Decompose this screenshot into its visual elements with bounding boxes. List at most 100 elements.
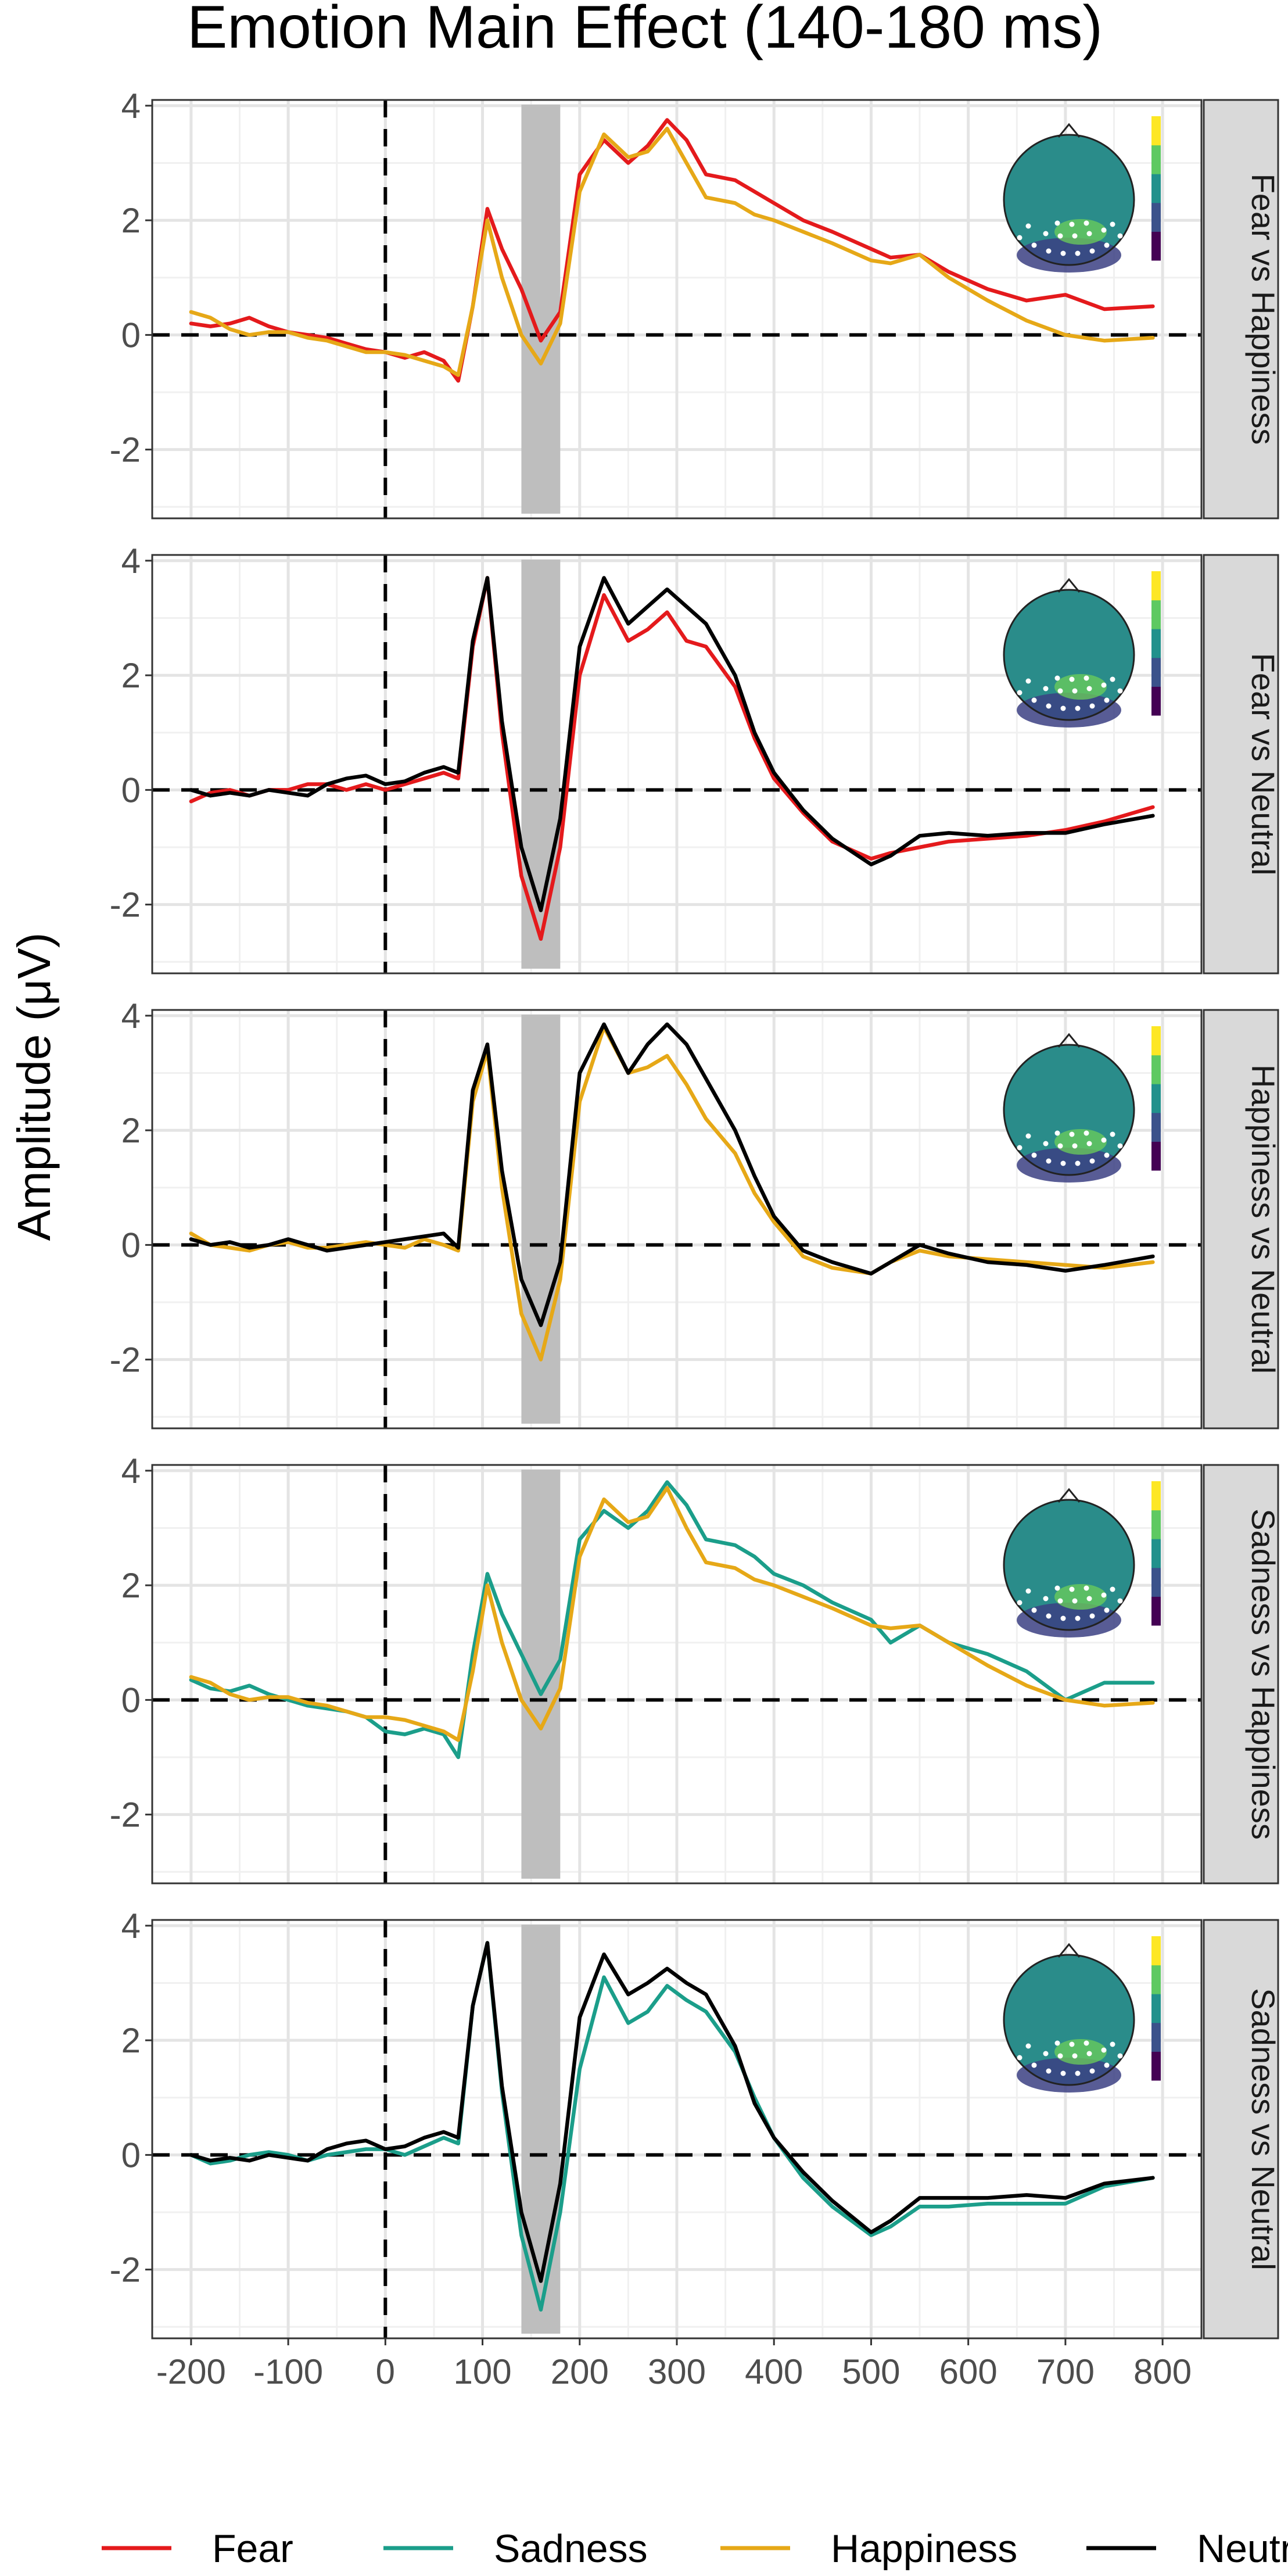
electrode-dot: [1060, 705, 1066, 711]
electrode-dot: [1069, 1131, 1075, 1137]
electrode-dot: [1017, 1145, 1022, 1151]
facet-strip: [1203, 99, 1279, 520]
facet-strip-label: Fear vs Happiness: [1245, 174, 1282, 445]
legend: Fear Sadness Happiness Neutral: [102, 2527, 1288, 2571]
x-tick-label: -200: [156, 2352, 226, 2391]
electrode-dot: [1017, 690, 1022, 696]
electrode-dot: [1031, 1152, 1037, 1158]
scalp-map-negative-region: [1017, 693, 1121, 728]
time-window-highlight: [521, 1470, 561, 1879]
chart-title: Emotion Main Effect (140-180 ms): [187, 0, 1103, 61]
electrode-dot: [1031, 242, 1037, 248]
series-line-sadness: [189, 1480, 1155, 1760]
colorbar-segment: [1151, 1055, 1161, 1084]
time-window-highlight: [521, 1015, 561, 1424]
electrode-dot: [1110, 1586, 1115, 1592]
facet-strip-label: Happiness vs Neutral: [1245, 1065, 1282, 1374]
scalp-topography-inset: [1003, 1936, 1161, 2093]
y-tick-label: 0: [121, 771, 141, 809]
x-tick-label: 200: [551, 2352, 609, 2391]
electrode-dot: [1104, 697, 1110, 703]
scalp-map-outline: [1003, 1044, 1135, 1176]
electrode-dot: [1031, 1607, 1037, 1613]
electrode-dot: [1017, 2055, 1022, 2061]
scalp-topography-inset: [1003, 116, 1161, 273]
x-axis: -200 -100 0 100 200 300 400 500 600 700 800: [156, 2338, 1192, 2391]
colorbar-segment: [1151, 1112, 1161, 1142]
colorbar-segment: [1151, 2022, 1161, 2052]
electrode-dot: [1060, 1160, 1066, 1166]
colorbar-segment: [1151, 1026, 1161, 1056]
electrode-dot: [1057, 688, 1063, 694]
series-line-fear: [189, 118, 1155, 383]
colorbar-segment: [1151, 116, 1161, 146]
electrode-dot: [1046, 1613, 1052, 1619]
y-tick-label: 4: [121, 997, 141, 1036]
panel-3: -2 0 2 4 Happiness vs Neutral: [110, 997, 1282, 1429]
electrode-dot: [1060, 1615, 1066, 1621]
x-tick-label: 700: [1036, 2352, 1095, 2391]
electrode-dot: [1086, 1596, 1092, 1602]
scalp-map-nose: [1057, 1488, 1081, 1503]
electrode-dot: [1104, 1152, 1110, 1158]
scalp-map-positive-region: [1054, 2039, 1107, 2065]
colorbar-segment: [1151, 657, 1161, 687]
electrode-dot: [1031, 2062, 1037, 2068]
electrode-dot: [1084, 1585, 1089, 1591]
electrode-dot: [1017, 235, 1022, 241]
colorbar-segment: [1151, 231, 1161, 261]
y-tick-label: 2: [121, 1111, 141, 1150]
electrode-dot: [1072, 1598, 1078, 1604]
electrode-dot: [1075, 1615, 1081, 1621]
electrode-dot: [1089, 703, 1095, 709]
electrode-dot: [1025, 2043, 1031, 2049]
electrode-dot: [1089, 2068, 1095, 2074]
electrode-dot: [1069, 1586, 1075, 1592]
electrode-dot: [1043, 686, 1049, 692]
colorbar-segment: [1151, 600, 1161, 629]
colorbar-segment: [1151, 686, 1161, 716]
scalp-map-positive-region: [1054, 219, 1107, 245]
electrode-dot: [1046, 2068, 1052, 2074]
electrode-dot: [1054, 2040, 1060, 2046]
facet-strip-label: Fear vs Neutral: [1245, 653, 1282, 876]
electrode-dot: [1084, 1130, 1089, 1136]
electrode-dot: [1104, 1607, 1110, 1613]
scalp-map-positive-region: [1054, 1129, 1107, 1155]
scalp-map-positive-region: [1054, 1584, 1107, 1610]
electrode-dot: [1075, 250, 1081, 256]
facet-strip-label: Sadness vs Neutral: [1245, 1988, 1282, 2270]
electrode-dot: [1084, 2040, 1089, 2046]
scalp-map-outline: [1003, 1499, 1135, 1631]
panel-5: -2 0 2 4 Sadness vs Neutral: [110, 1907, 1282, 2339]
panel-2: -2 0 2 4 Fear vs Neutral: [110, 542, 1282, 974]
scalp-map-positive-region: [1054, 674, 1107, 700]
legend-label-neutral: Neutral: [1197, 2527, 1288, 2571]
scalp-map-nose: [1057, 578, 1081, 593]
electrode-dot: [1057, 2053, 1063, 2059]
y-tick-label: 4: [121, 87, 141, 126]
panel-border: [151, 1009, 1203, 1429]
y-tick-label: -2: [110, 1341, 141, 1380]
electrode-dot: [1025, 678, 1031, 684]
panel-1: -2 0 2 4 Fear vs Happiness: [110, 87, 1282, 520]
colorbar-segment: [1151, 1965, 1161, 1994]
colorbar-segment: [1151, 1567, 1161, 1597]
electrode-dot: [1017, 1600, 1022, 1606]
colorbar-segment: [1151, 1481, 1161, 1511]
x-tick-label: 300: [648, 2352, 706, 2391]
electrode-dot: [1025, 223, 1031, 229]
y-tick-label: 4: [121, 1907, 141, 1946]
facet-strip: [1203, 1464, 1279, 1884]
x-tick-label: 400: [745, 2352, 803, 2391]
electrode-dot: [1054, 1585, 1060, 1591]
electrode-dot: [1060, 2070, 1066, 2076]
electrode-dot: [1101, 682, 1107, 688]
electrode-dot: [1086, 1141, 1092, 1147]
y-tick-label: -2: [110, 1796, 141, 1835]
scalp-map-outline: [1003, 1954, 1135, 2086]
scalp-map-negative-region: [1017, 1148, 1121, 1183]
electrode-dot: [1089, 248, 1095, 254]
electrode-dot: [1072, 233, 1078, 239]
